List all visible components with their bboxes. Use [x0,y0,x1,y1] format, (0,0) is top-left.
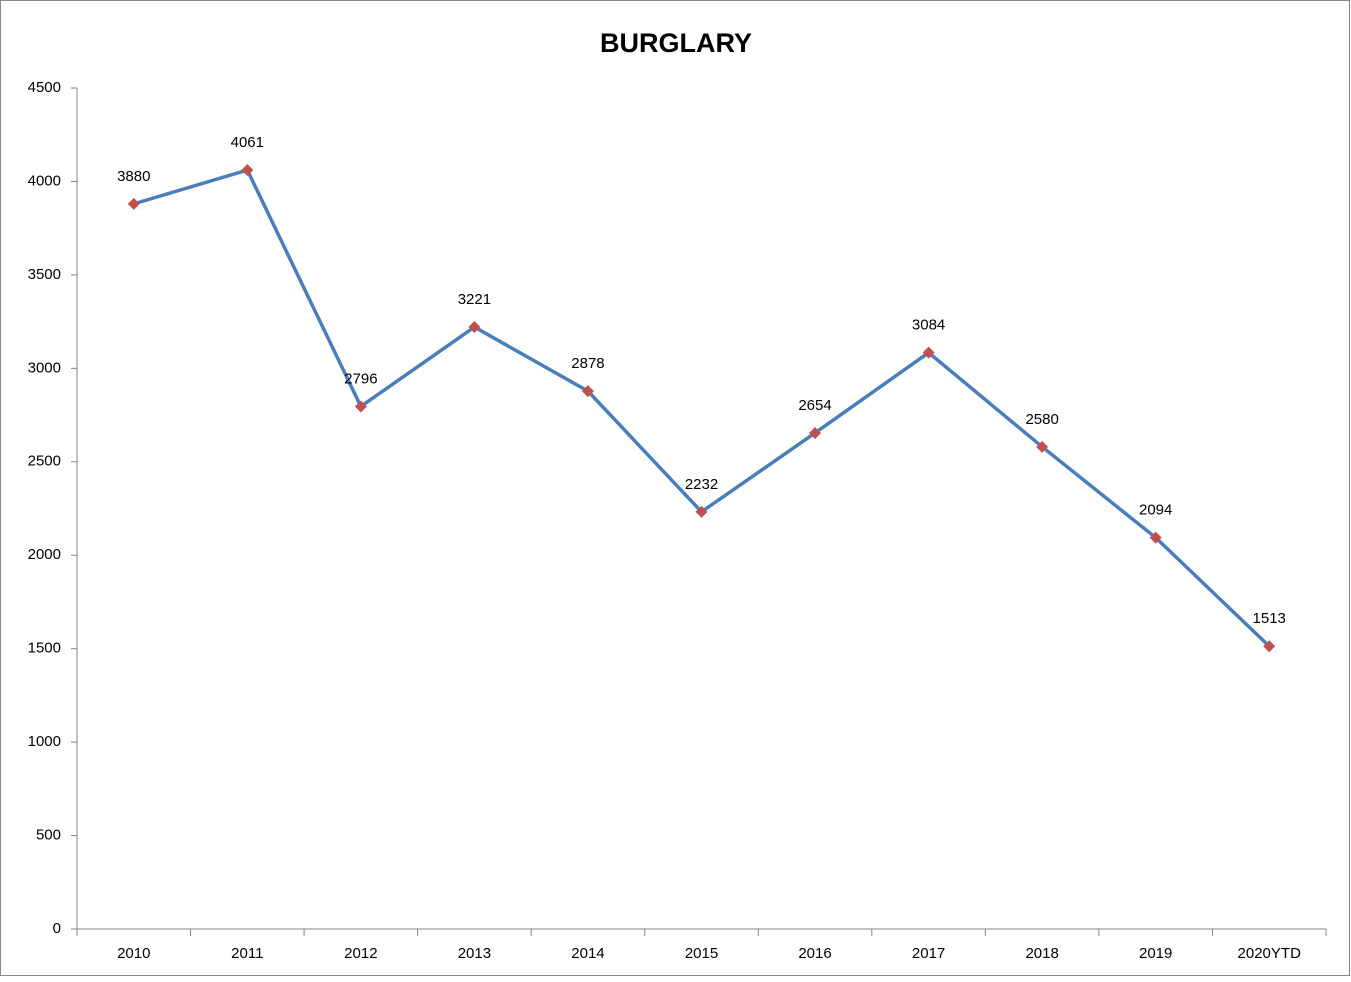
data-label: 3880 [117,168,150,185]
marker [468,321,481,334]
y-tick-label: 3000 [28,359,61,376]
y-tick-label: 4500 [28,79,61,96]
x-tick-label: 2018 [1025,945,1058,962]
data-label: 2580 [1025,411,1058,428]
marker [581,385,594,398]
y-tick-label: 3500 [28,266,61,283]
data-label: 2654 [798,397,831,414]
y-tick-label: 2500 [28,453,61,470]
x-tick-label: 2020YTD [1238,945,1302,962]
marker [809,426,822,439]
y-tick-label: 500 [36,827,61,844]
x-tick-label: 2012 [344,945,377,962]
x-tick-label: 2011 [231,945,263,962]
x-tick-label: 2019 [1139,945,1172,962]
marker [695,505,708,518]
chart-title: BURGLARY [600,28,752,58]
marker [922,346,935,359]
marker [354,400,367,413]
data-label: 2796 [344,370,377,387]
data-label: 2878 [571,355,604,372]
data-label: 3084 [912,317,945,334]
y-tick-label: 0 [53,920,61,937]
y-tick-label: 2000 [28,546,61,563]
data-label: 1513 [1253,610,1286,627]
data-label: 4061 [231,134,264,151]
data-label: 2094 [1139,502,1172,519]
marker [1263,640,1276,653]
y-tick-label: 4000 [28,172,61,189]
x-tick-label: 2014 [571,945,604,962]
x-tick-label: 2010 [117,945,150,962]
y-tick-label: 1000 [28,733,61,750]
marker [241,164,254,177]
data-label: 3221 [458,291,491,308]
y-tick-label: 1500 [28,640,61,657]
x-tick-label: 2017 [912,945,945,962]
data-label: 2232 [685,476,718,493]
x-tick-label: 2015 [685,945,718,962]
marker [1036,440,1049,453]
marker [1149,531,1162,544]
x-tick-label: 2016 [798,945,831,962]
x-tick-label: 2013 [458,945,491,962]
marker [127,197,140,210]
